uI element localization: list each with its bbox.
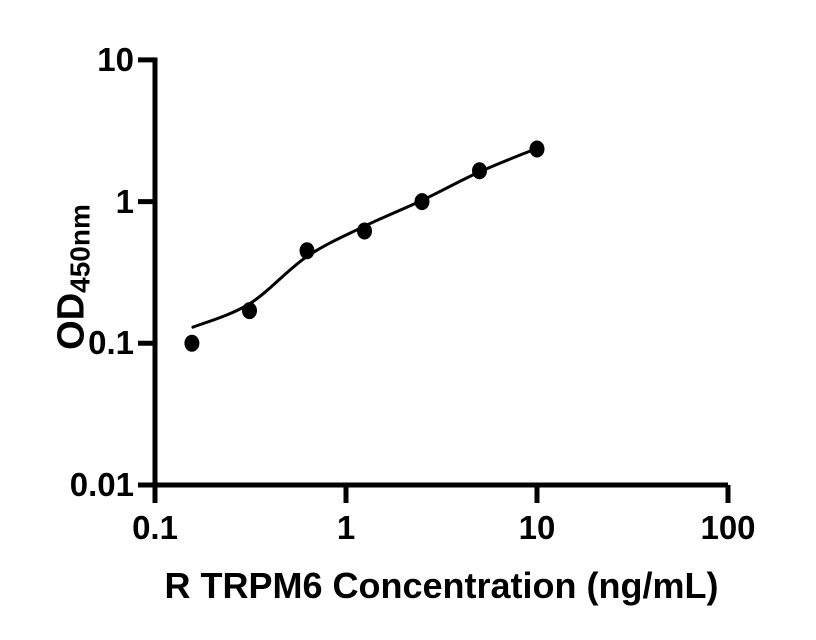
y-axis-title-main: OD — [50, 292, 93, 350]
y-tick-label: 0.1 — [88, 324, 134, 362]
y-tick-label: 10 — [97, 40, 134, 78]
data-points — [184, 140, 545, 352]
data-point — [184, 334, 200, 352]
data-point — [299, 242, 315, 260]
x-axis-ticks — [152, 485, 731, 503]
x-tick-label: 0.1 — [132, 509, 178, 546]
x-tick-label: 1 — [336, 509, 356, 546]
y-tick-label: 1 — [115, 182, 134, 220]
data-point — [414, 193, 430, 211]
data-point — [357, 222, 372, 240]
y-tick-label: 0.01 — [69, 466, 134, 503]
data-point — [529, 140, 545, 158]
y-axis-ticks — [138, 57, 155, 488]
y-axis-title-subscript: 450nm — [64, 204, 96, 293]
x-tick-label: 100 — [700, 509, 756, 546]
data-point — [472, 162, 487, 180]
data-point — [242, 302, 257, 320]
y-axis-title: OD450nm — [49, 204, 102, 350]
x-tick-label: 10 — [518, 509, 556, 546]
x-axis-title: R TRPM6 Concentration (ng/mL) — [164, 565, 719, 606]
